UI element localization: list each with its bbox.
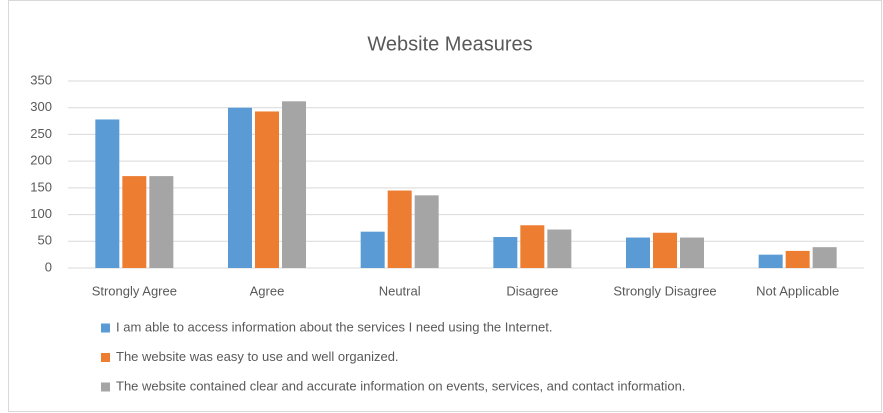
y-tick-label: 250 xyxy=(30,126,52,141)
y-tick-label: 50 xyxy=(38,233,52,248)
legend-swatch xyxy=(101,353,110,362)
bar xyxy=(680,237,704,268)
legend-label: I am able to access information about th… xyxy=(116,319,552,334)
bar xyxy=(282,101,306,268)
bar xyxy=(95,119,120,269)
bar xyxy=(520,225,545,268)
y-tick-label: 200 xyxy=(30,153,52,168)
bar xyxy=(653,232,677,268)
bar xyxy=(228,107,252,268)
x-tick-label: Agree xyxy=(250,283,285,298)
bar xyxy=(255,111,279,268)
legend-label: The website was easy to use and well org… xyxy=(116,349,399,364)
bar xyxy=(122,176,147,268)
bar xyxy=(493,237,518,268)
bar xyxy=(414,195,439,268)
bar xyxy=(547,229,572,268)
y-tick-label: 150 xyxy=(30,179,52,194)
y-tick-label: 0 xyxy=(45,259,52,274)
chart-title: Website Measures xyxy=(367,33,532,55)
legend-swatch xyxy=(101,382,110,392)
x-tick-label: Neutral xyxy=(379,283,421,298)
y-tick-label: 300 xyxy=(30,99,52,114)
bar xyxy=(785,250,810,268)
legend-label: The website contained clear and accurate… xyxy=(116,378,685,393)
x-tick-label: Not Applicable xyxy=(756,283,839,298)
y-tick-label: 100 xyxy=(30,206,52,221)
bar xyxy=(812,247,837,268)
bar xyxy=(387,190,412,268)
bar xyxy=(360,231,385,268)
y-tick-label: 350 xyxy=(30,72,52,87)
bar xyxy=(758,254,783,268)
bar xyxy=(149,176,174,268)
bar xyxy=(626,237,650,268)
x-tick-label: Disagree xyxy=(506,283,558,298)
legend-swatch xyxy=(101,323,110,333)
x-tick-label: Strongly Disagree xyxy=(613,283,716,298)
x-tick-label: Strongly Agree xyxy=(92,283,177,298)
